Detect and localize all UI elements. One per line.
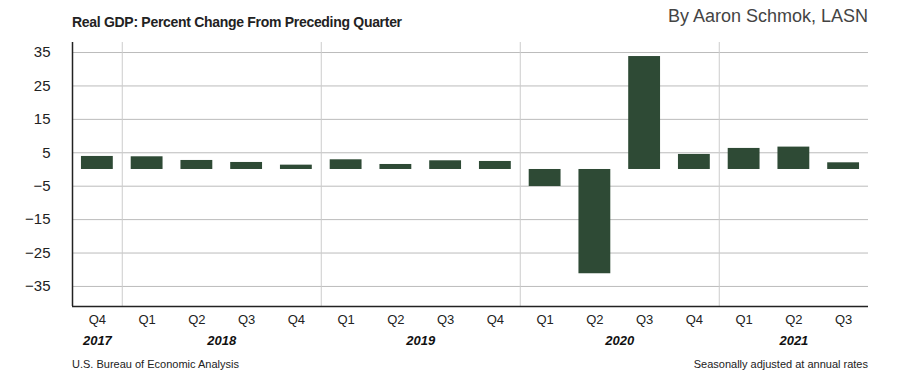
svg-text:Q2: Q2: [188, 312, 205, 327]
svg-text:Q3: Q3: [437, 312, 454, 327]
svg-text:−5: −5: [33, 177, 50, 194]
svg-text:25: 25: [34, 77, 51, 94]
svg-text:Q2: Q2: [387, 312, 404, 327]
svg-text:Q2: Q2: [586, 312, 603, 327]
svg-text:Q4: Q4: [89, 312, 106, 327]
svg-text:Q2: Q2: [785, 312, 802, 327]
svg-text:Q3: Q3: [238, 312, 255, 327]
svg-text:Q3: Q3: [835, 312, 852, 327]
svg-text:Q1: Q1: [337, 312, 354, 327]
svg-text:Q4: Q4: [288, 312, 305, 327]
svg-text:2021: 2021: [778, 333, 808, 348]
svg-text:2017: 2017: [82, 333, 113, 348]
html-text:By Aaron Schmok, LASN: By Aaron Schmok, LASN: [667, 6, 868, 26]
svg-text:Q1: Q1: [735, 312, 752, 327]
svg-text:15: 15: [34, 110, 51, 127]
svg-text:2020: 2020: [604, 333, 635, 348]
svg-text:2018: 2018: [206, 333, 237, 348]
svg-text:Q4: Q4: [487, 312, 504, 327]
svg-text:35: 35: [34, 43, 51, 60]
svg-text:Q3: Q3: [636, 312, 653, 327]
svg-text:−15: −15: [25, 210, 50, 227]
svg-text:Q4: Q4: [686, 312, 703, 327]
svg-text:2019: 2019: [405, 333, 436, 348]
svg-text:−35: −35: [25, 277, 50, 294]
svg-text:5: 5: [42, 144, 50, 161]
html-text:U.S. Bureau of Economic Analys: U.S. Bureau of Economic Analysis: [72, 358, 239, 370]
svg-text:−25: −25: [25, 244, 50, 261]
svg-text:Q1: Q1: [536, 312, 553, 327]
html-text:Seasonally adjusted at annual: Seasonally adjusted at annual rates: [693, 358, 868, 370]
svg-text:Q1: Q1: [138, 312, 155, 327]
html-text:Real GDP: Percent Change From: Real GDP: Percent Change From Preceding …: [72, 14, 402, 30]
